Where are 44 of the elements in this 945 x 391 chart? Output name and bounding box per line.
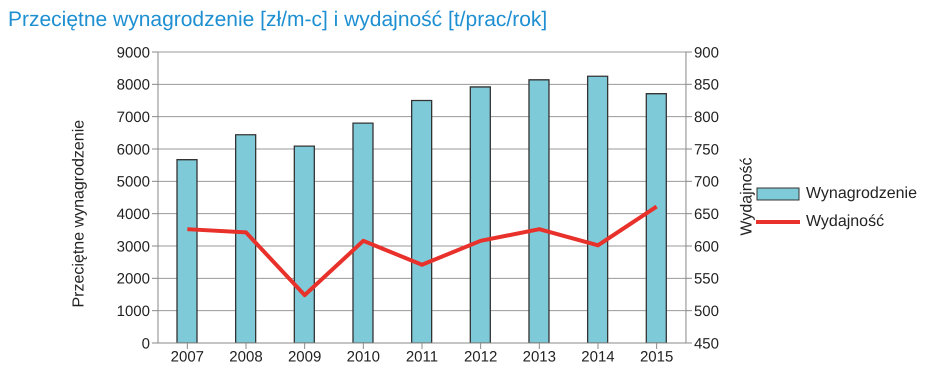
y2-tick-label: 650: [694, 206, 719, 223]
y2-tick-label: 600: [694, 238, 719, 256]
y2-tick-label: 450: [694, 335, 719, 352]
x-tick-label: 2007: [170, 348, 204, 366]
y-tick-label: 7000: [116, 108, 150, 126]
y-tick-label: 5000: [116, 174, 150, 191]
y-tick-label: 6000: [116, 141, 150, 158]
y2-tick-label: 750: [694, 141, 719, 158]
x-tick-label: 2012: [464, 348, 498, 366]
x-tick-label: 2009: [288, 348, 322, 366]
y2-axis-title: Wydajność: [738, 158, 756, 236]
y2-tick-label: 550: [694, 270, 719, 288]
chart-title: Przeciętne wynagrodzenie [zł/m-c] i wydajność [t/prac/rok]: [8, 8, 548, 33]
line-series: [185, 204, 659, 298]
bar: [528, 79, 550, 343]
bar: [176, 159, 198, 343]
bar: [411, 100, 432, 343]
y-tick-label: 2000: [116, 270, 150, 288]
x-tick-label: 2010: [346, 348, 380, 366]
y-tick-label: 9000: [116, 44, 150, 62]
y2-tick-label: 500: [694, 302, 719, 320]
x-tick-label: 2011: [406, 348, 438, 366]
bar: [646, 93, 667, 343]
y2-tick-label: 800: [694, 108, 719, 126]
y-tick-label: 0: [142, 335, 150, 352]
bar: [294, 145, 315, 343]
bar: [235, 134, 256, 343]
bar: [352, 122, 374, 343]
x-tick-label: 2013: [522, 348, 556, 366]
legend-label: Wynagrodzenie: [806, 185, 917, 203]
legend-label: Wydajność: [806, 213, 884, 231]
y-tick-label: 1000: [116, 302, 150, 320]
bar: [470, 86, 491, 343]
y-axis-title: Przeciętne wynagrodzenie: [70, 120, 88, 308]
y2-tick-label: 700: [694, 174, 719, 191]
x-tick-label: 2014: [581, 348, 615, 366]
y-tick-label: 3000: [116, 238, 150, 256]
bar: [586, 76, 608, 343]
y-tick-label: 8000: [116, 76, 150, 94]
y2-tick-label: 850: [694, 76, 719, 94]
x-tick-label: 2015: [640, 348, 674, 366]
y-tick-label: 4000: [116, 206, 150, 223]
y2-tick-label: 900: [694, 44, 719, 62]
x-tick-label: 2008: [229, 348, 263, 366]
